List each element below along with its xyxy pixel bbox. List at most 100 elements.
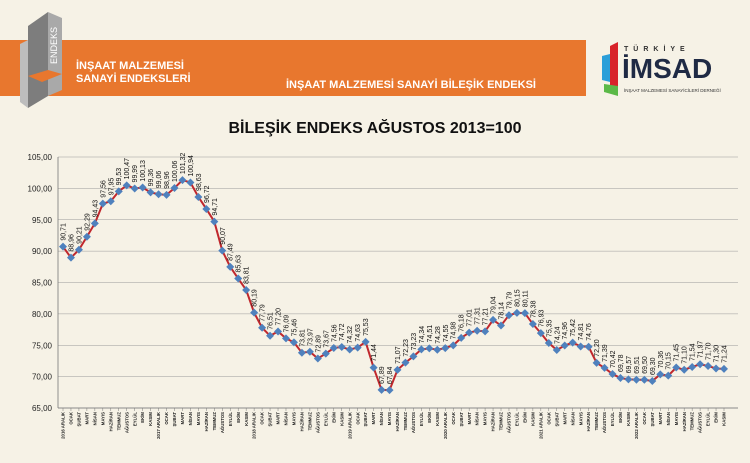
- x-tick-label: EKİM: [427, 412, 432, 423]
- x-tick-label: EKİM: [140, 412, 145, 423]
- data-point: [337, 343, 346, 352]
- x-tick-label: HAZİRAN: [108, 412, 113, 431]
- x-tick-label: HAZİRAN: [586, 412, 591, 431]
- data-label: 97,95: [108, 178, 115, 196]
- data-point: [114, 187, 123, 196]
- data-point: [66, 253, 75, 262]
- x-tick-label: KASIM: [244, 412, 249, 426]
- x-tick-label: TEMMUZ: [403, 412, 408, 431]
- endeks-logo: ENDEKS: [20, 12, 62, 108]
- x-tick-label: NİSAN: [284, 412, 289, 425]
- data-label: 77,20: [276, 308, 283, 326]
- x-tick-label: EKİM: [618, 412, 623, 423]
- data-point: [680, 365, 689, 374]
- x-tick-label: MAYIS: [292, 412, 297, 425]
- data-label: 71,44: [371, 344, 378, 362]
- data-point: [202, 204, 211, 213]
- x-tick-label: MAYIS: [483, 412, 488, 425]
- data-label: 67,84: [387, 367, 394, 385]
- data-point: [672, 363, 681, 372]
- data-label: 69,57: [626, 356, 633, 374]
- y-tick-label: 80,00: [32, 310, 53, 319]
- data-label: 80,15: [514, 289, 521, 307]
- data-label: 99,99: [132, 165, 139, 183]
- x-tick-label: KASIM: [626, 412, 631, 426]
- data-point: [178, 176, 187, 185]
- data-label: 80,19: [252, 289, 259, 307]
- x-tick-label: TEMMUZ: [594, 412, 599, 431]
- data-point: [512, 308, 521, 317]
- data-label: 98,96: [164, 171, 171, 189]
- x-tick-label: MAYIS: [196, 412, 201, 425]
- data-point: [369, 363, 378, 372]
- data-point: [234, 274, 243, 283]
- x-tick-label: MART: [562, 412, 567, 425]
- data-point: [465, 328, 474, 337]
- data-label: 74,81: [578, 323, 585, 341]
- data-label: 72,20: [594, 339, 601, 357]
- data-label: 72,23: [403, 339, 410, 357]
- data-point: [536, 329, 545, 338]
- data-label: 100,06: [172, 160, 179, 182]
- data-point: [528, 320, 537, 329]
- x-tick-label: EKİM: [236, 412, 241, 423]
- data-point: [401, 358, 410, 367]
- data-point: [520, 309, 529, 318]
- data-label: 70,15: [666, 352, 673, 370]
- x-tick-label: ŞUBAT: [77, 412, 82, 427]
- x-tick-label: OCAK: [69, 411, 74, 425]
- data-point: [274, 327, 283, 336]
- data-label: 77,31: [475, 307, 482, 325]
- data-label: 74,24: [554, 326, 561, 344]
- data-point: [321, 349, 330, 358]
- data-label: 71,30: [714, 345, 721, 363]
- data-label: 69,51: [634, 356, 641, 374]
- y-tick-label: 90,00: [32, 247, 53, 256]
- data-point: [481, 327, 490, 336]
- data-label: 98,63: [196, 173, 203, 191]
- data-label: 72,89: [315, 335, 322, 353]
- data-label: 76,93: [538, 310, 545, 328]
- y-tick-label: 100,00: [28, 184, 53, 193]
- data-label: 69,78: [618, 354, 625, 372]
- x-tick-label: MART: [467, 412, 472, 425]
- data-point: [441, 344, 450, 353]
- x-tick-label: NİSAN: [570, 412, 575, 425]
- data-point: [624, 375, 633, 384]
- brand-line-2: SANAYİ ENDEKSLERİ: [76, 73, 191, 85]
- data-point: [82, 232, 91, 241]
- data-point: [289, 338, 298, 347]
- svg-text:TÜRKİYE: TÜRKİYE: [624, 44, 690, 53]
- data-point: [305, 347, 314, 356]
- x-tick-label: 2019 ARALIK: [347, 411, 352, 439]
- data-point: [186, 178, 195, 187]
- data-point: [106, 197, 115, 206]
- data-label: 94,43: [92, 200, 99, 218]
- data-point: [345, 345, 354, 354]
- data-point: [281, 334, 290, 343]
- x-tick-label: EYLÜL: [515, 412, 520, 426]
- data-point: [457, 333, 466, 342]
- data-label: 74,32: [347, 326, 354, 344]
- y-tick-label: 105,00: [28, 153, 53, 162]
- x-tick-label: HAZİRAN: [491, 412, 496, 431]
- data-label: 99,06: [156, 171, 163, 189]
- data-label: 71,97: [698, 341, 705, 359]
- data-point: [688, 362, 697, 371]
- data-point: [122, 181, 131, 190]
- data-point: [138, 183, 147, 192]
- band-title: İNŞAAT MALZEMESİ SANAYİ BİLEŞİK ENDEKSİ: [286, 79, 536, 91]
- data-label: 71,07: [395, 346, 402, 364]
- data-point: [473, 326, 482, 335]
- x-tick-label: MART: [658, 412, 663, 425]
- x-tick-label: TEMMUZ: [499, 412, 504, 431]
- data-label: 100,13: [140, 160, 147, 182]
- x-tick-label: MAYIS: [100, 412, 105, 425]
- x-tick-label: OCAK: [355, 411, 360, 425]
- data-label: 69,30: [650, 357, 657, 375]
- y-tick-label: 70,00: [32, 373, 53, 382]
- data-point: [497, 321, 506, 330]
- data-point: [130, 184, 139, 193]
- data-label: 75,42: [570, 319, 577, 337]
- svg-text:İMSAD: İMSAD: [622, 53, 712, 84]
